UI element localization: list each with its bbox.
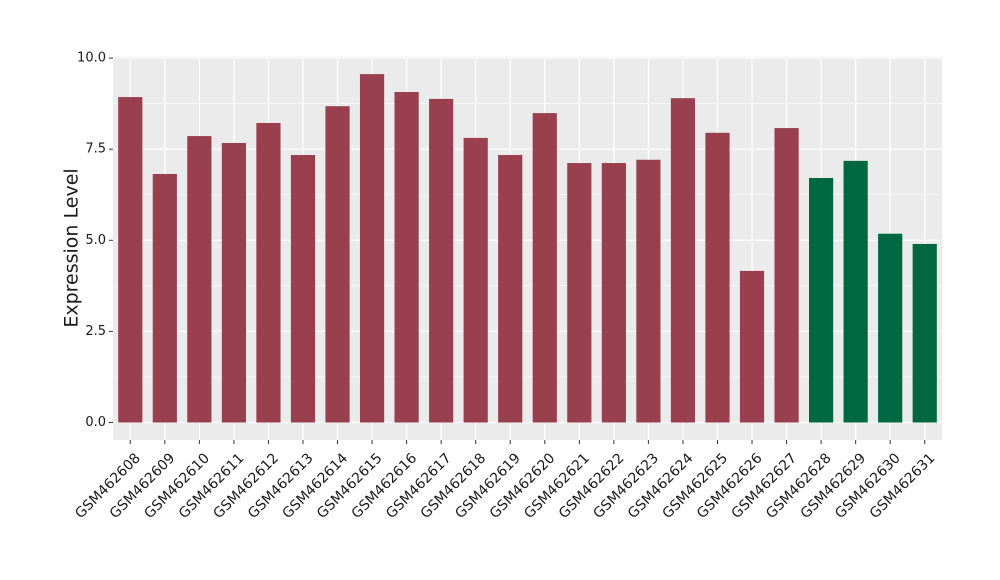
bar	[843, 160, 868, 423]
bar	[118, 97, 143, 423]
bar	[429, 98, 454, 423]
y-tick-label: 0.0	[85, 415, 106, 430]
bar	[601, 163, 626, 423]
y-tick-label: 2.5	[85, 324, 106, 339]
bar	[463, 137, 488, 423]
bar	[912, 243, 937, 423]
bar	[498, 155, 523, 423]
bar	[221, 143, 246, 423]
bar	[187, 136, 212, 423]
bar	[532, 113, 557, 423]
bar	[290, 155, 316, 423]
bar	[739, 270, 765, 423]
plot-panel	[113, 57, 942, 440]
y-tick-label: 10.0	[77, 51, 106, 66]
bar	[809, 177, 834, 423]
y-tick-label: 5.0	[85, 233, 106, 248]
bar	[670, 98, 696, 423]
bar	[394, 91, 419, 423]
bar	[774, 128, 799, 423]
bar	[359, 74, 385, 423]
bar	[705, 132, 730, 423]
bar	[567, 163, 592, 423]
bar	[152, 173, 177, 423]
bar	[256, 122, 281, 423]
y-tick-label: 7.5	[85, 142, 106, 157]
bar	[636, 159, 661, 423]
bar	[325, 106, 350, 423]
y-axis-title: Expression Level	[61, 168, 83, 327]
bar	[878, 233, 903, 423]
